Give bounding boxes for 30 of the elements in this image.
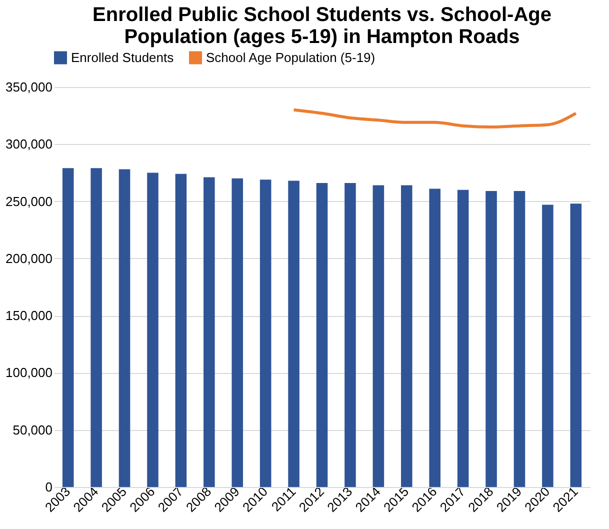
bar: [175, 174, 187, 487]
bar: [147, 172, 158, 487]
line-series: [292, 108, 578, 128]
bar: [514, 191, 526, 487]
legend-label: School Age Population (5-19): [206, 50, 376, 65]
legend-label: Enrolled Students: [71, 50, 174, 65]
bar: [429, 188, 440, 487]
bar: [486, 191, 497, 487]
bar: [62, 168, 74, 487]
y-tick-label: 100,000: [6, 365, 52, 380]
bar: [204, 177, 215, 487]
y-tick-label: 150,000: [6, 308, 52, 324]
bar: [260, 180, 272, 487]
y-tick-label: 300,000: [6, 136, 52, 152]
bar: [288, 180, 300, 487]
bar: [570, 204, 582, 487]
bar: [542, 204, 554, 487]
bar: [344, 183, 356, 487]
bar: [316, 183, 328, 487]
bar: [457, 190, 469, 487]
y-tick-label: 50,000: [12, 422, 52, 438]
bar: [90, 168, 102, 487]
y-tick-label: 200,000: [6, 250, 52, 266]
chart-title: Enrolled Public School Students vs. School-Age Population (ages 5-19) in Hampton Roads: [92, 4, 552, 48]
bar: [232, 178, 244, 487]
y-tick-label: 250,000: [6, 194, 52, 209]
bar: [400, 185, 412, 487]
y-tick-label: 350,000: [6, 80, 52, 94]
bar: [372, 185, 384, 487]
bar: [118, 169, 130, 487]
